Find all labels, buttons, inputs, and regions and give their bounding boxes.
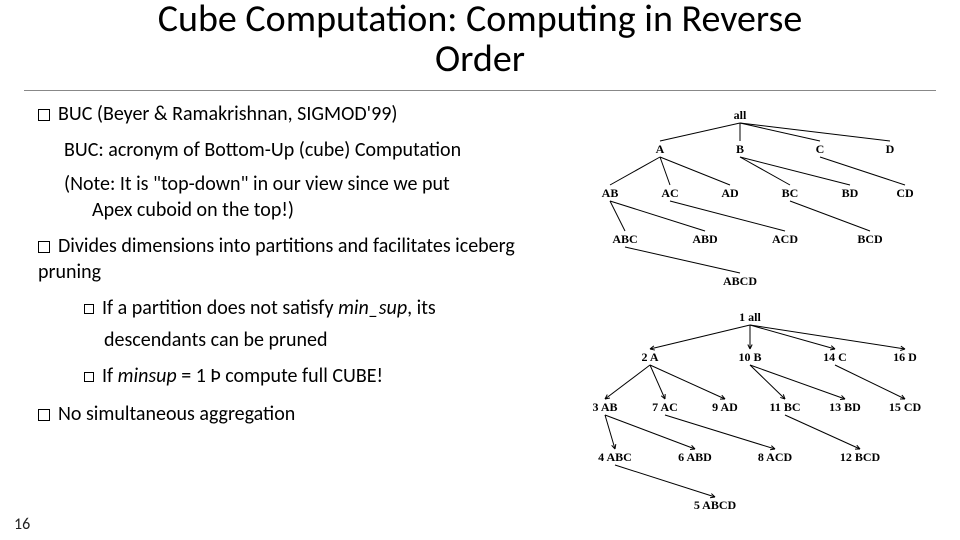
- svg-text:12 BCD: 12 BCD: [840, 450, 881, 464]
- bullet-2-sub2-line: If minsup = 1 Þ compute full CUBE!: [102, 364, 383, 388]
- square-bullet-icon: [38, 109, 50, 121]
- lattice-tree-1: allABCDABACADBCBDCDABCABDACDBCDABCD: [570, 105, 930, 305]
- svg-text:AB: AB: [602, 186, 619, 200]
- svg-text:CD: CD: [896, 186, 914, 200]
- svg-text:ABD: ABD: [692, 232, 718, 246]
- svg-text:C: C: [816, 142, 825, 156]
- bullet-2: Divides dimensions into partitions and f…: [38, 233, 570, 285]
- bullet-1-sub2: (Note: It is "top-down" in our view sinc…: [64, 171, 570, 223]
- svg-text:14 C: 14 C: [823, 350, 847, 364]
- svg-text:10 B: 10 B: [738, 350, 761, 364]
- square-bullet-icon: [84, 372, 94, 382]
- svg-text:5 ABCD: 5 ABCD: [694, 498, 737, 512]
- divider: [24, 90, 936, 91]
- svg-text:8 ACD: 8 ACD: [758, 450, 793, 464]
- svg-text:all: all: [734, 108, 747, 122]
- bullet-list: BUC (Beyer & Ramakrishnan, SIGMOD'99) BU…: [0, 101, 570, 525]
- bullet-2-sub1: If a partition does not satisfy min_sup,…: [84, 295, 570, 321]
- diagram-column: allABCDABACADBCBDCDABCABDACDBCDABCD 1 al…: [570, 101, 940, 525]
- svg-text:15 CD: 15 CD: [889, 400, 922, 414]
- page-number: 16: [14, 515, 30, 534]
- bullet-2-sub1-cont: descendants can be pruned: [104, 327, 570, 353]
- svg-text:ABCD: ABCD: [723, 274, 757, 288]
- svg-text:B: B: [736, 142, 744, 156]
- svg-text:11 BC: 11 BC: [769, 400, 800, 414]
- svg-text:AD: AD: [721, 186, 739, 200]
- bullet-1-text: BUC (Beyer & Ramakrishnan, SIGMOD'99): [58, 102, 397, 126]
- bullet-1-sub2a: (Note: It is "top-down" in our view sinc…: [64, 172, 450, 196]
- svg-text:2 A: 2 A: [641, 350, 658, 364]
- svg-text:9 AD: 9 AD: [712, 400, 738, 414]
- svg-text:BCD: BCD: [857, 232, 883, 246]
- title-line2: Order: [435, 36, 525, 82]
- svg-text:ACD: ACD: [772, 232, 798, 246]
- svg-text:13 BD: 13 BD: [829, 400, 861, 414]
- svg-text:BC: BC: [782, 186, 799, 200]
- bullet-2-sub2: If minsup = 1 Þ compute full CUBE!: [84, 363, 570, 389]
- svg-text:4 ABC: 4 ABC: [598, 450, 632, 464]
- bullet-3: No simultaneous aggregation: [38, 401, 570, 427]
- bullet-2-sub1-line: If a partition does not satisfy min_sup,…: [102, 296, 436, 320]
- svg-text:3 AB: 3 AB: [592, 400, 617, 414]
- svg-text:6 ABD: 6 ABD: [678, 450, 712, 464]
- svg-text:ABC: ABC: [612, 232, 637, 246]
- bullet-2-text: Divides dimensions into partitions and f…: [38, 234, 515, 284]
- square-bullet-icon: [38, 409, 50, 421]
- svg-text:BD: BD: [842, 186, 859, 200]
- svg-text:7 AC: 7 AC: [652, 400, 678, 414]
- bullet-1-sub2b: Apex cuboid on the top!): [92, 197, 294, 223]
- svg-text:A: A: [656, 142, 665, 156]
- bullet-3-text: No simultaneous aggregation: [58, 402, 295, 426]
- svg-text:AC: AC: [661, 186, 678, 200]
- content-row: BUC (Beyer & Ramakrishnan, SIGMOD'99) BU…: [0, 101, 960, 525]
- square-bullet-icon: [38, 241, 50, 253]
- bullet-1: BUC (Beyer & Ramakrishnan, SIGMOD'99): [38, 101, 570, 127]
- lattice-tree-2: 1 all 2 A 10 B 14 C 16 D 3 AB 7 AC 9 AD 11 BC 13 …: [570, 305, 930, 525]
- svg-text:D: D: [886, 142, 895, 156]
- svg-text:16 D: 16 D: [893, 350, 917, 364]
- slide-title: Cube Computation: Computing in Reverse O…: [0, 0, 960, 86]
- bullet-1-sub1: BUC: acronym of Bottom-Up (cube) Computa…: [64, 137, 570, 163]
- square-bullet-icon: [84, 304, 94, 314]
- svg-text:1 all: 1 all: [739, 310, 761, 324]
